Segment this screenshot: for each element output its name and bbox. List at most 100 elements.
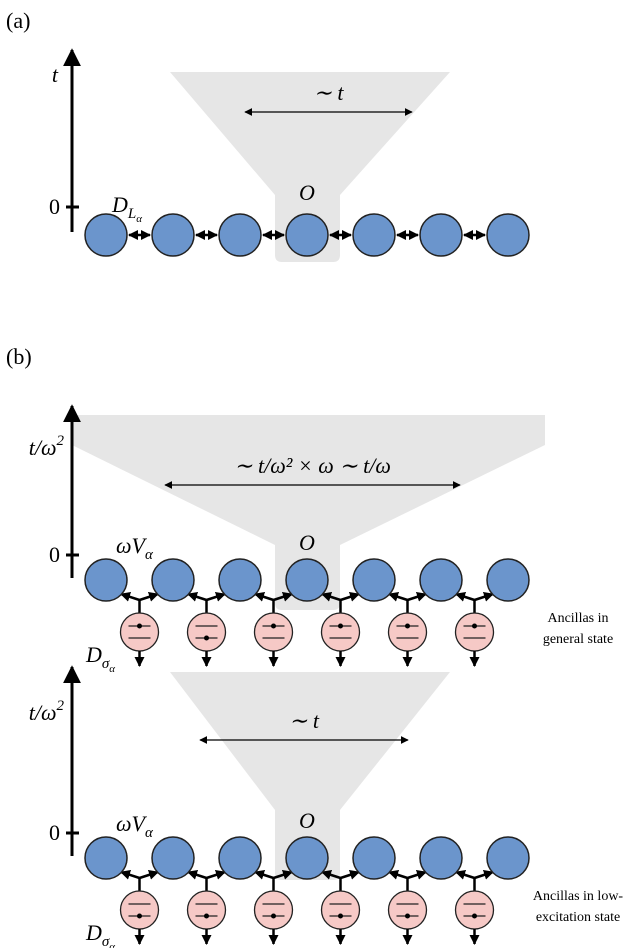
system-site bbox=[353, 214, 395, 256]
dissipator-label-main: D bbox=[111, 192, 128, 217]
system-site bbox=[219, 214, 261, 256]
operator-label: O bbox=[299, 180, 315, 205]
coupling-arm bbox=[389, 872, 408, 878]
ancilla-population bbox=[204, 636, 209, 641]
ancilla bbox=[322, 891, 360, 929]
coupling-arm bbox=[341, 872, 360, 878]
system-site bbox=[85, 837, 127, 879]
axis-label-main: t/ω bbox=[29, 700, 57, 725]
operator-label: O bbox=[299, 530, 315, 555]
ancilla-dissipator-label-main: D bbox=[85, 642, 102, 667]
coupling-arm bbox=[255, 872, 274, 878]
axis-label: t bbox=[52, 62, 59, 87]
coupling-arm bbox=[188, 872, 207, 878]
coupling-arm bbox=[408, 594, 427, 600]
operator-label: O bbox=[299, 808, 315, 833]
spread-label: ∼ t bbox=[289, 708, 320, 733]
spread-label: ∼ t bbox=[313, 80, 344, 105]
coupling-arm bbox=[188, 594, 207, 600]
system-site bbox=[152, 214, 194, 256]
ancilla-population bbox=[204, 914, 209, 919]
system-site bbox=[420, 559, 462, 601]
zero-label: 0 bbox=[49, 194, 60, 219]
axis-label-main: t/ω bbox=[29, 435, 57, 460]
system-site bbox=[286, 837, 328, 879]
ancilla bbox=[456, 891, 494, 929]
coupling-arm bbox=[207, 594, 226, 600]
coupling-arm bbox=[475, 594, 494, 600]
axis-label: t/ω2 bbox=[29, 698, 65, 725]
ancilla-population bbox=[405, 624, 410, 629]
system-site bbox=[286, 559, 328, 601]
ancilla bbox=[188, 891, 226, 929]
system-site bbox=[85, 214, 127, 256]
ancilla-dissipator-label-main: D bbox=[85, 920, 102, 945]
coupling-label-sub: α bbox=[145, 825, 154, 841]
coupling-label: ωVα bbox=[116, 533, 154, 563]
ancilla bbox=[389, 891, 427, 929]
ancilla bbox=[456, 613, 494, 651]
panel-label: (a) bbox=[6, 8, 30, 33]
coupling-arm bbox=[456, 872, 475, 878]
ancilla bbox=[389, 613, 427, 651]
dissipator-label-sub: L bbox=[127, 206, 136, 222]
system-site bbox=[420, 837, 462, 879]
ancilla-population bbox=[472, 914, 477, 919]
coupling-arm bbox=[121, 872, 140, 878]
system-site bbox=[487, 559, 529, 601]
coupling-arm bbox=[475, 872, 494, 878]
coupling-arm bbox=[255, 594, 274, 600]
ancilla-population bbox=[137, 624, 142, 629]
axis-label-sup: 2 bbox=[57, 698, 65, 714]
ancilla-note: Ancillas in bbox=[547, 611, 608, 626]
ancilla-dissipator-label: Dσα bbox=[85, 642, 115, 675]
zero-label: 0 bbox=[49, 542, 60, 567]
system-site bbox=[353, 559, 395, 601]
ancilla-dissipator-label-subsub: α bbox=[109, 941, 115, 948]
system-site bbox=[219, 837, 261, 879]
ancilla-note: Ancillas in low- bbox=[533, 889, 624, 904]
ancilla-population bbox=[338, 914, 343, 919]
axis-label-sup: 2 bbox=[57, 433, 65, 449]
ancilla bbox=[188, 613, 226, 651]
coupling-label-sub: α bbox=[145, 547, 154, 563]
system-site bbox=[487, 214, 529, 256]
ancilla-note: excitation state bbox=[536, 910, 620, 925]
coupling-label-main: ωV bbox=[116, 533, 148, 558]
ancilla bbox=[121, 891, 159, 929]
coupling-arm bbox=[389, 594, 408, 600]
zero-label: 0 bbox=[49, 820, 60, 845]
ancilla-dissipator-label-subsub: α bbox=[109, 663, 115, 675]
axis-label: t/ω2 bbox=[29, 433, 65, 460]
ancilla-population bbox=[472, 624, 477, 629]
system-site bbox=[152, 559, 194, 601]
dissipator-label-subsub: α bbox=[136, 213, 142, 225]
ancilla bbox=[255, 891, 293, 929]
system-site bbox=[152, 837, 194, 879]
ancilla-population bbox=[405, 914, 410, 919]
ancilla-dissipator-label: Dσα bbox=[85, 920, 115, 948]
system-site bbox=[219, 559, 261, 601]
system-site bbox=[286, 214, 328, 256]
ancilla-note: general state bbox=[543, 632, 613, 647]
ancilla-population bbox=[271, 914, 276, 919]
spread-label: ∼ t/ω² × ω ∼ t/ω bbox=[234, 453, 391, 478]
ancilla-population bbox=[338, 624, 343, 629]
figure: (a)0t∼ tODLα(b)0t/ω2∼ t/ω² × ω ∼ t/ωOωVα… bbox=[0, 0, 626, 948]
ancilla bbox=[255, 613, 293, 651]
coupling-arm bbox=[121, 594, 140, 600]
ancilla-population bbox=[137, 914, 142, 919]
system-site bbox=[420, 214, 462, 256]
ancilla bbox=[121, 613, 159, 651]
ancilla bbox=[322, 613, 360, 651]
coupling-arm bbox=[207, 872, 226, 878]
coupling-label: ωVα bbox=[116, 811, 154, 841]
system-site bbox=[353, 837, 395, 879]
coupling-arm bbox=[456, 594, 475, 600]
ancilla-population bbox=[271, 624, 276, 629]
coupling-label-main: ωV bbox=[116, 811, 148, 836]
system-site bbox=[487, 837, 529, 879]
system-site bbox=[85, 559, 127, 601]
coupling-arm bbox=[140, 594, 159, 600]
coupling-arm bbox=[140, 872, 159, 878]
